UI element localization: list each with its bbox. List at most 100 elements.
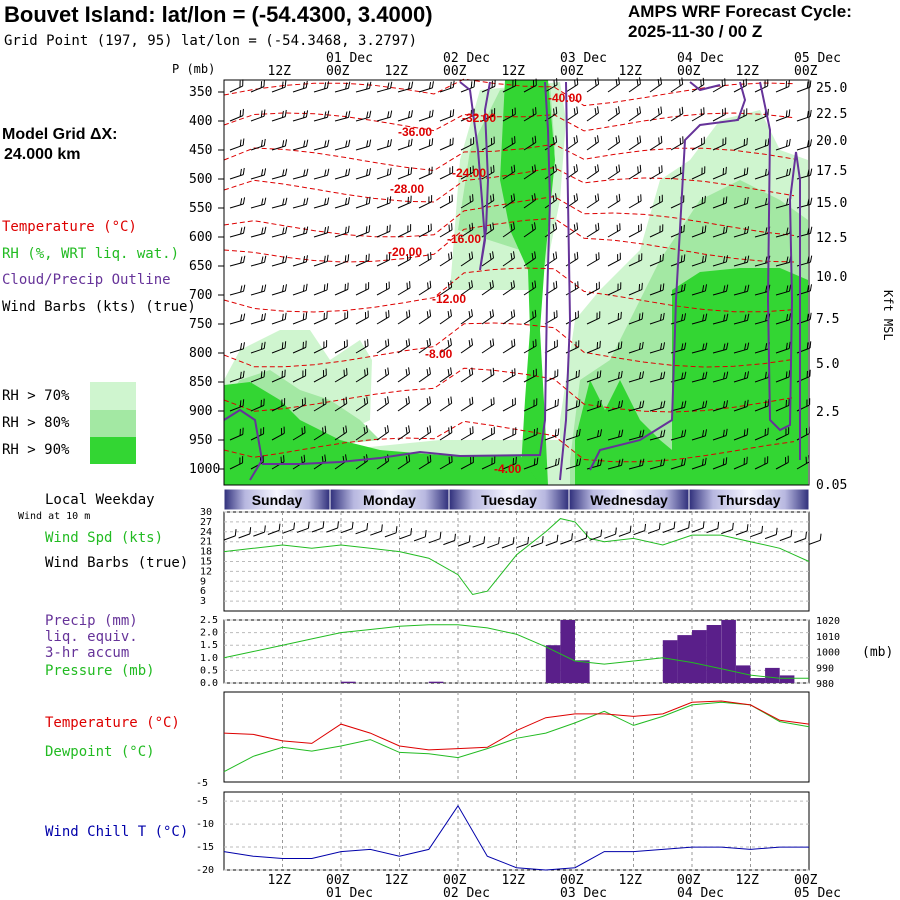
- wind-barb-staff: [649, 112, 662, 122]
- wind-barb: [607, 400, 624, 412]
- wind-barb: [775, 427, 790, 441]
- wind-barb: [712, 428, 728, 441]
- surface-wind-barb: [238, 527, 252, 539]
- wind-barb-staff: [670, 113, 684, 122]
- wind-barb-staff: [355, 316, 369, 325]
- wind-barb-flag: [534, 164, 537, 172]
- wind-barb-flag: [492, 222, 495, 230]
- top-hour-label: 12Z: [736, 64, 760, 79]
- wind-barb-staff: [649, 348, 664, 354]
- wind-barb-flag: [585, 531, 588, 539]
- wind-barb-flag: [242, 342, 245, 349]
- wind-barb: [397, 167, 413, 180]
- wind-barb-staff: [754, 261, 769, 267]
- wind-barb-flag: [368, 168, 371, 175]
- wind-barb-flag: [368, 253, 370, 261]
- wind-barb: [481, 338, 495, 354]
- wind-barb-flag: [764, 428, 766, 436]
- precip-bar: [721, 620, 736, 683]
- forecast-cycle-value: 2025-11-30 / 00 Z: [628, 22, 763, 41]
- wind-barb: [292, 454, 306, 470]
- wind-barb-flag: [660, 343, 663, 350]
- wind-barb: [796, 80, 812, 93]
- wind-barb-flag: [284, 284, 287, 291]
- wind-barb-flag: [242, 138, 245, 146]
- wind-barb-flag: [535, 107, 537, 114]
- wind-barb-staff: [754, 174, 769, 180]
- wind-barb-flag: [681, 77, 684, 85]
- wind-barb-staff: [250, 145, 265, 151]
- wind-barb-staff: [604, 533, 616, 539]
- wind-barb-staff: [355, 174, 370, 180]
- wind-barb-flag: [514, 368, 516, 376]
- wind-barb-flag: [578, 428, 581, 436]
- surface-wind-barb: [545, 534, 559, 547]
- wind-barb-flag: [743, 429, 746, 437]
- wind-barb: [376, 396, 389, 412]
- wind-barb-flag: [407, 396, 410, 404]
- wind-barb-staff: [460, 403, 474, 412]
- wind-barb-flag: [483, 536, 486, 544]
- wind-barb-staff: [271, 203, 286, 209]
- wind-barb-staff: [544, 228, 557, 238]
- wind-barb-flag: [284, 139, 288, 147]
- wind-barb-flag: [660, 372, 663, 380]
- wind-barb: [607, 193, 621, 209]
- pressure-axis: 3504004505005506006507007508008509009501…: [189, 85, 224, 477]
- wind-barb-flag: [470, 81, 473, 89]
- wind-barb-flag: [493, 165, 495, 172]
- wind-barb-flag: [264, 255, 267, 263]
- wind-barb-flag: [345, 111, 348, 119]
- wind-barb-flag: [326, 283, 329, 290]
- wind-barb-flag: [427, 225, 430, 232]
- wind-barb-staff: [397, 201, 412, 209]
- wind-barb: [439, 223, 453, 238]
- wind-barb: [607, 223, 621, 238]
- wind-barb-flag: [243, 255, 246, 263]
- wind-barb-flag: [806, 313, 809, 321]
- wind-barb-staff: [544, 434, 559, 441]
- wind-barb-flag: [326, 197, 330, 205]
- wind-barb: [649, 224, 664, 238]
- wind-barb-flag: [448, 196, 451, 203]
- wind-barb: [439, 80, 455, 93]
- wind-barb-flag: [704, 254, 707, 262]
- precip-tick: 0.0: [200, 678, 218, 689]
- surface-wind-barb: [370, 524, 383, 536]
- wind-barb: [334, 311, 349, 325]
- wind-barb-staff: [460, 462, 474, 470]
- wind-barb-flag: [386, 254, 388, 262]
- wind-barb-staff: [376, 287, 390, 296]
- wind-barb-flag: [681, 430, 684, 438]
- wind-barb-staff: [502, 113, 516, 122]
- wind-barb-flag: [723, 372, 726, 380]
- wind-barb-staff: [418, 144, 433, 151]
- wind-barb-staff: [271, 318, 286, 325]
- wind-barb-flag: [471, 338, 474, 346]
- precip-bar: [779, 675, 795, 683]
- wind-barb-flag: [599, 370, 602, 378]
- wind-barb-flag: [746, 255, 750, 263]
- wind-barb-flag: [764, 400, 767, 408]
- wind-barb: [544, 251, 558, 267]
- wind-barb: [775, 109, 791, 122]
- wind-barb: [334, 225, 350, 238]
- wind-barb-flag: [428, 196, 430, 204]
- cross-section-frame: [223, 79, 810, 486]
- wind-barb-staff: [628, 435, 643, 441]
- wind-barb: [313, 226, 329, 238]
- wind-barb-staff: [334, 345, 348, 354]
- wind-barb: [523, 193, 536, 209]
- wind-barb-flag: [535, 368, 537, 376]
- wind-barb-staff: [649, 201, 663, 209]
- rh90-region-col: [500, 80, 555, 485]
- wind-barb-flag: [705, 371, 708, 379]
- wind-barb-flag: [347, 197, 350, 204]
- wind-barb-flag: [281, 370, 283, 378]
- wind-barb: [355, 225, 371, 238]
- wind-barb-flag: [239, 400, 242, 408]
- wind-barb-flag: [366, 140, 369, 148]
- wind-barb-flag: [385, 283, 388, 290]
- temperature-contour-label: -28.00: [390, 182, 424, 196]
- wind-speed-tick: 30: [200, 507, 212, 518]
